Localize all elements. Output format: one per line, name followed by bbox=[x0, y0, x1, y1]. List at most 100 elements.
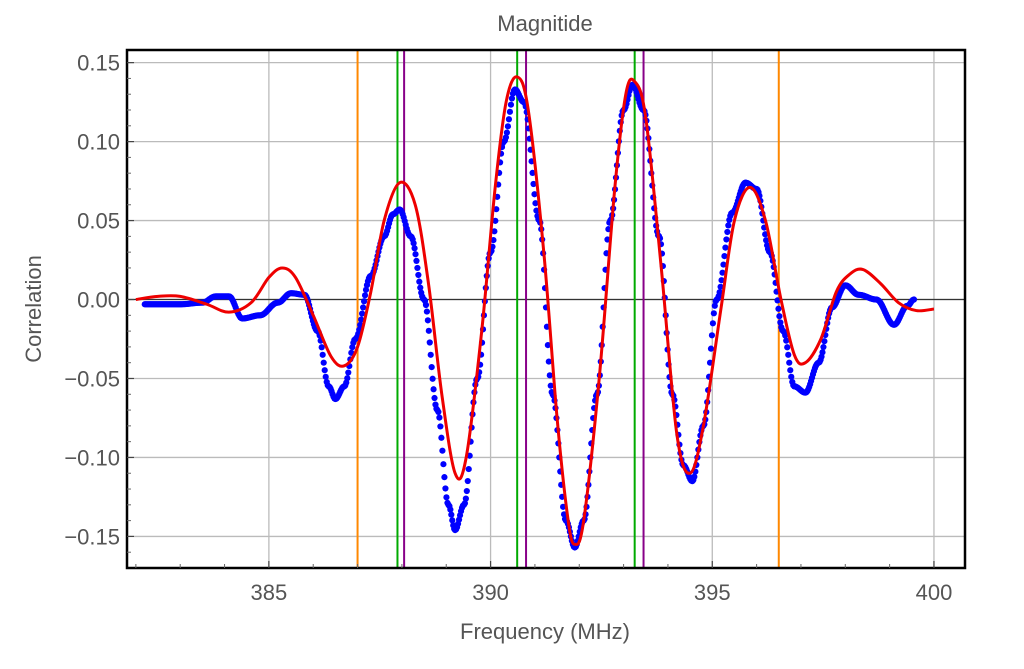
data-point bbox=[414, 264, 421, 272]
data-point bbox=[910, 296, 918, 303]
data-point bbox=[545, 358, 552, 365]
data-point bbox=[724, 228, 731, 236]
data-point bbox=[464, 477, 471, 485]
data-point bbox=[504, 123, 512, 130]
data-point bbox=[821, 338, 828, 345]
data-point bbox=[321, 367, 328, 374]
data-point bbox=[423, 308, 431, 315]
data-point bbox=[710, 310, 717, 317]
data-point bbox=[784, 344, 791, 351]
data-point bbox=[360, 304, 367, 311]
data-point bbox=[502, 134, 509, 141]
data-point bbox=[507, 101, 515, 108]
data-point bbox=[711, 302, 718, 309]
grid bbox=[127, 50, 965, 568]
data-point bbox=[776, 313, 783, 320]
y-tick-label: 0.15 bbox=[77, 51, 120, 76]
y-tick-label: −0.05 bbox=[64, 366, 120, 391]
data-point bbox=[428, 364, 435, 371]
data-point bbox=[503, 129, 510, 136]
data-point bbox=[427, 351, 434, 358]
data-point bbox=[362, 286, 370, 293]
x-tick-label: 395 bbox=[694, 580, 731, 605]
data-point bbox=[718, 277, 725, 284]
data-point bbox=[426, 339, 433, 346]
data-point bbox=[431, 394, 438, 402]
data-point bbox=[533, 207, 540, 214]
data-point bbox=[491, 228, 498, 235]
data-point bbox=[435, 408, 442, 416]
data-point bbox=[417, 284, 424, 291]
data-point bbox=[506, 108, 514, 115]
data-point bbox=[722, 244, 729, 251]
data-point bbox=[716, 289, 723, 296]
data-point bbox=[547, 382, 554, 389]
data-point bbox=[344, 375, 351, 382]
data-point bbox=[819, 349, 826, 356]
data-point bbox=[820, 343, 827, 351]
scatter-series bbox=[141, 81, 918, 551]
data-point bbox=[777, 319, 784, 326]
data-point bbox=[783, 337, 790, 344]
data-point bbox=[782, 332, 789, 339]
data-point bbox=[416, 278, 423, 285]
ticks: 385 390 395 400 0.15 0.10 0.05 0.00 −0.05 −0.10 −0… bbox=[64, 51, 952, 605]
data-point bbox=[691, 473, 698, 480]
data-point bbox=[774, 297, 781, 304]
data-point bbox=[463, 487, 470, 495]
y-tick-label: −0.10 bbox=[64, 445, 120, 470]
data-point bbox=[505, 116, 513, 123]
data-point bbox=[707, 345, 715, 352]
data-point bbox=[530, 180, 537, 188]
data-point bbox=[544, 342, 552, 349]
data-point bbox=[361, 292, 369, 299]
data-point bbox=[442, 485, 449, 492]
data-point bbox=[709, 320, 717, 327]
data-point bbox=[465, 465, 472, 473]
x-tick-label: 400 bbox=[916, 580, 953, 605]
fit-line bbox=[135, 75, 935, 546]
fit-line-series bbox=[135, 75, 935, 546]
data-point bbox=[493, 206, 500, 213]
data-point bbox=[422, 301, 430, 309]
x-tick-label: 385 bbox=[251, 580, 288, 605]
data-point bbox=[529, 169, 536, 176]
data-point bbox=[447, 506, 454, 513]
y-tick-label: −0.15 bbox=[64, 524, 120, 549]
data-point bbox=[719, 269, 726, 276]
y-tick-label: 0.10 bbox=[77, 130, 120, 155]
data-point bbox=[415, 271, 422, 279]
data-point bbox=[490, 236, 497, 244]
data-point bbox=[320, 359, 327, 366]
data-point bbox=[786, 359, 793, 366]
data-point bbox=[412, 251, 419, 258]
data-point bbox=[532, 200, 539, 207]
y-axis-title: Correlation bbox=[21, 255, 46, 363]
data-point bbox=[318, 344, 325, 351]
data-point bbox=[508, 95, 516, 102]
x-tick-label: 390 bbox=[472, 580, 509, 605]
data-point bbox=[360, 298, 368, 305]
data-point bbox=[438, 434, 445, 441]
data-point bbox=[410, 240, 417, 247]
data-point bbox=[546, 372, 553, 379]
data-point bbox=[411, 245, 418, 252]
x-axis-title: Frequency (MHz) bbox=[460, 619, 630, 644]
data-point bbox=[725, 222, 732, 229]
data-point bbox=[461, 500, 469, 507]
data-point bbox=[440, 461, 447, 468]
y-tick-label: 0.05 bbox=[77, 209, 120, 234]
data-point bbox=[429, 375, 436, 382]
data-point bbox=[437, 423, 444, 430]
data-point bbox=[322, 373, 329, 380]
data-point bbox=[359, 310, 366, 317]
data-point bbox=[462, 495, 469, 502]
data-point bbox=[721, 252, 728, 260]
data-point bbox=[788, 373, 795, 380]
data-point bbox=[492, 217, 499, 224]
data-point bbox=[345, 369, 352, 376]
data-point bbox=[430, 386, 437, 393]
data-point bbox=[319, 351, 326, 358]
data-point bbox=[708, 332, 716, 339]
